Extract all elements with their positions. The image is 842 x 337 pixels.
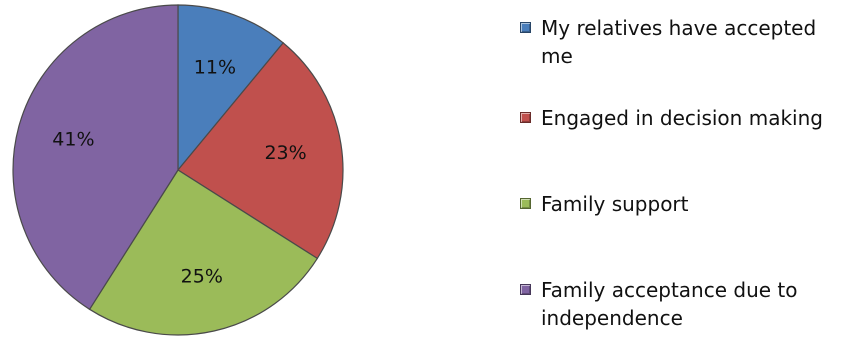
legend-label: Family acceptance due to independence [541, 278, 798, 330]
pie-slice-acceptance-independence [12, 4, 179, 311]
legend-label: Engaged in decision making [541, 106, 823, 130]
legend-item-relatives-accepted: My relatives have accepted me [520, 14, 831, 70]
pie-slice-family-support [88, 169, 319, 336]
legend-item-acceptance-independence: Family acceptance due to independence [520, 276, 831, 332]
legend-swatch-blue [520, 22, 531, 33]
data-label-family-support: 25% [181, 265, 223, 287]
legend-swatch-green [520, 198, 531, 209]
data-label-relatives-accepted: 11% [194, 57, 236, 79]
legend-swatch-red [520, 112, 531, 123]
pie-slice-decision-making [177, 42, 344, 260]
data-label-acceptance-independence: 41% [52, 129, 94, 151]
legend-swatch-purple [520, 284, 531, 295]
legend-item-family-support: Family support [520, 190, 831, 218]
legend-item-decision-making: Engaged in decision making [520, 104, 831, 132]
legend-label: Family support [541, 192, 689, 216]
pie-slice-relatives-accepted [177, 4, 285, 172]
legend-label: My relatives have accepted me [541, 16, 817, 68]
pie-plot-area: 11% 23% 25% 41% [12, 4, 344, 336]
data-label-decision-making: 23% [264, 142, 306, 164]
